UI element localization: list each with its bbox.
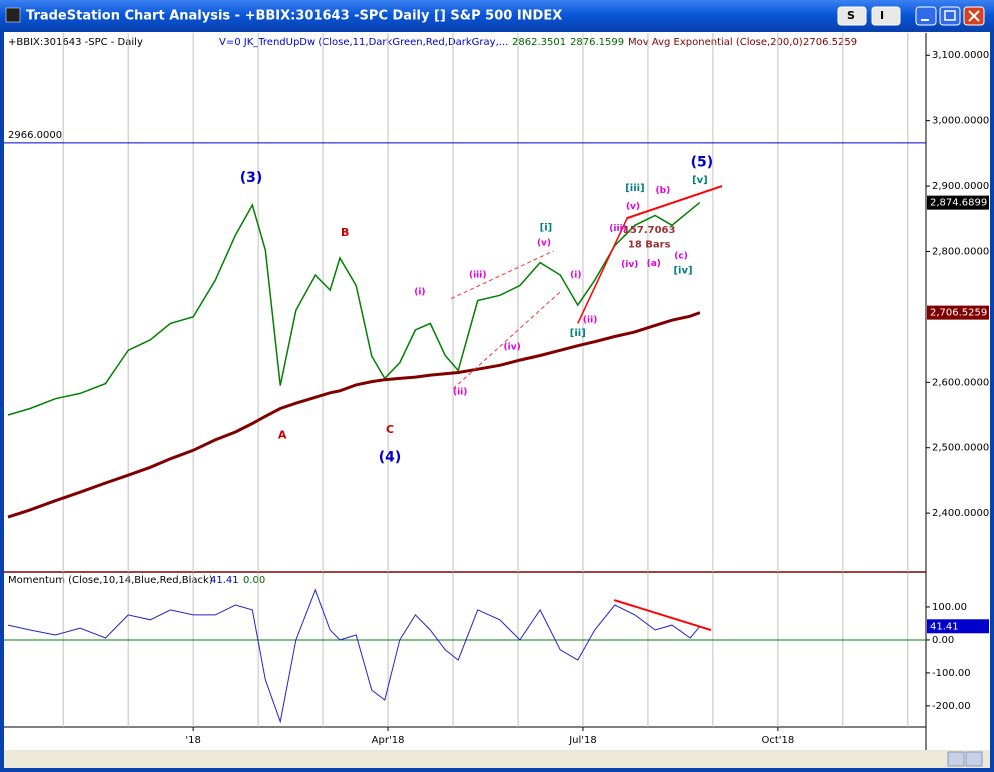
price-legend: +BBIX:301643 -SPC - Daily: [8, 37, 143, 48]
annotation: [v]: [692, 175, 708, 186]
annotation: 18 Bars: [628, 239, 671, 250]
s-button[interactable]: [837, 6, 867, 26]
y-tick-label: 2,500.0000: [932, 443, 989, 454]
x-tick-label: '18: [185, 735, 200, 746]
annotation: (iii): [469, 271, 486, 281]
ma-legend: Mov Avg Exponential (Close,200,0): [628, 37, 803, 48]
annotation: (ii): [453, 388, 467, 398]
y-tick-label: 3,100.0000: [932, 50, 989, 61]
y-tick-label: 2,600.0000: [932, 377, 989, 388]
annotation: (i): [570, 271, 581, 281]
drawn-line: [577, 216, 629, 324]
chart-area: [4, 32, 990, 750]
momentum-legend: Momentum (Close,10,14,Blue,Red,Black): [8, 575, 213, 586]
y-tick-label: 100.00: [932, 602, 967, 613]
y-tick-label: 2,800.0000: [932, 246, 989, 257]
y-tick-label: -100.00: [932, 668, 971, 679]
reference-label: 2966.0000: [8, 130, 62, 141]
x-tick-label: Jul'18: [568, 735, 597, 746]
close-icon: [968, 10, 980, 22]
indicator-legend: V=0 JK_TrendUpDw (Close,11,DarkGreen,Red…: [219, 37, 508, 48]
app-icon: [5, 7, 21, 23]
drawn-line: [450, 250, 554, 300]
annotation: (i): [414, 288, 425, 298]
x-tick-label: Apr'18: [372, 735, 405, 746]
drawn-line: [613, 599, 712, 632]
momentum-legend-value: 0.00: [243, 575, 265, 586]
annotation: (b): [656, 186, 671, 196]
x-tick-label: Oct'18: [761, 735, 794, 746]
i-button[interactable]: [871, 6, 901, 26]
annotation: (iv): [621, 260, 638, 270]
annotation: 157.7063: [623, 225, 676, 236]
annotation: (v): [626, 202, 640, 212]
maximize-button[interactable]: [939, 6, 961, 26]
annotation: (iv): [504, 342, 521, 352]
y-tick-label: 2,900.0000: [932, 181, 989, 192]
momentum-legend-value: 41.41: [210, 575, 239, 586]
y-tick-label: 3,000.0000: [932, 116, 989, 127]
annotation: (ii): [583, 316, 597, 326]
annotation: (iii): [609, 224, 626, 234]
annotation: (3): [240, 170, 263, 186]
last-value-box: [927, 305, 989, 320]
y-tick-label: -200.00: [932, 701, 971, 712]
annotation: B: [341, 226, 349, 239]
maximize-icon: [944, 10, 956, 21]
window-title: TradeStation Chart Analysis - +BBIX:3016…: [26, 9, 562, 24]
last-value-label: 2,874.6899: [930, 198, 987, 209]
y-tick-label: 0.00: [932, 635, 954, 646]
series-line: [7, 311, 701, 519]
annotation: [ii]: [570, 328, 586, 339]
y-tick-label: 2,400.0000: [932, 508, 989, 519]
indicator-value: 2862.3501: [512, 37, 566, 48]
annotation: (4): [379, 450, 402, 466]
title-bar: [0, 0, 994, 30]
drawn-line: [626, 185, 723, 220]
scroll-left[interactable]: [947, 751, 965, 767]
series-line: [7, 201, 701, 416]
annotation: C: [386, 423, 394, 436]
i-button-label[interactable]: I: [880, 9, 884, 22]
ma-legend-value: 2706.5259: [803, 37, 857, 48]
drawn-line: [452, 289, 563, 390]
scrollbar[interactable]: [4, 750, 990, 768]
s-button-label[interactable]: S: [847, 9, 855, 22]
annotation: A: [278, 428, 287, 441]
scroll-right[interactable]: [965, 751, 983, 767]
annotation: [iv]: [673, 265, 692, 276]
minimize-button[interactable]: [915, 6, 937, 26]
annotation: (a): [647, 259, 661, 269]
annotation: [iii]: [625, 183, 644, 194]
annotation: (c): [674, 252, 688, 262]
series-line: [7, 588, 701, 724]
last-value-box: [927, 619, 989, 634]
last-value-label: 41.41: [930, 621, 959, 632]
indicator-value: 2876.1599: [570, 37, 624, 48]
annotation: [i]: [540, 222, 553, 233]
last-value-label: 2,706.5259: [930, 308, 987, 319]
last-value-box: [927, 195, 989, 210]
annotation: (5): [691, 155, 714, 171]
annotation: (v): [537, 238, 551, 248]
